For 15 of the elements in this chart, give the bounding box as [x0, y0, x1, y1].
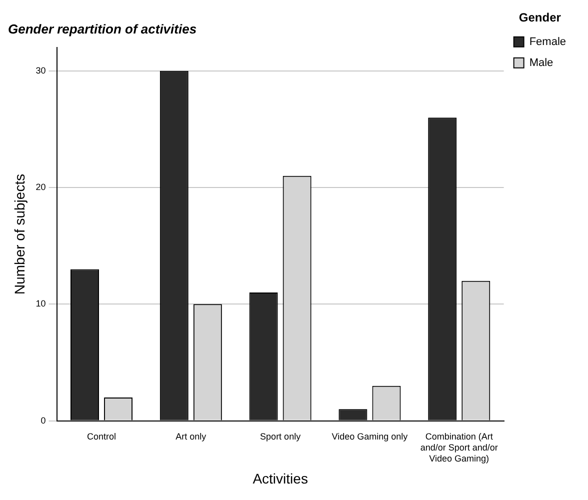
y-tick-label: 10	[36, 298, 46, 309]
y-tick-label: 0	[40, 415, 46, 426]
legend-label: Male	[529, 56, 554, 69]
x-tick-label: Art only	[176, 432, 207, 442]
chart-title: Gender repartition of activities	[8, 21, 197, 36]
y-axis-title: Number of subjects	[11, 174, 28, 295]
x-tick-label: Video Gaming only	[332, 432, 408, 442]
x-tick-label: Control	[87, 432, 116, 442]
y-tick-label: 30	[36, 65, 46, 76]
y-tick-label: 20	[36, 182, 46, 192]
x-tick-label: Sport only	[260, 432, 302, 442]
legend-title: Gender	[518, 10, 562, 24]
legend-label: Female	[529, 36, 566, 48]
x-tick-label: Combination (Art and/or Sport and/or Video Gaming)	[420, 432, 498, 464]
x-axis-title: Activities	[252, 470, 308, 486]
